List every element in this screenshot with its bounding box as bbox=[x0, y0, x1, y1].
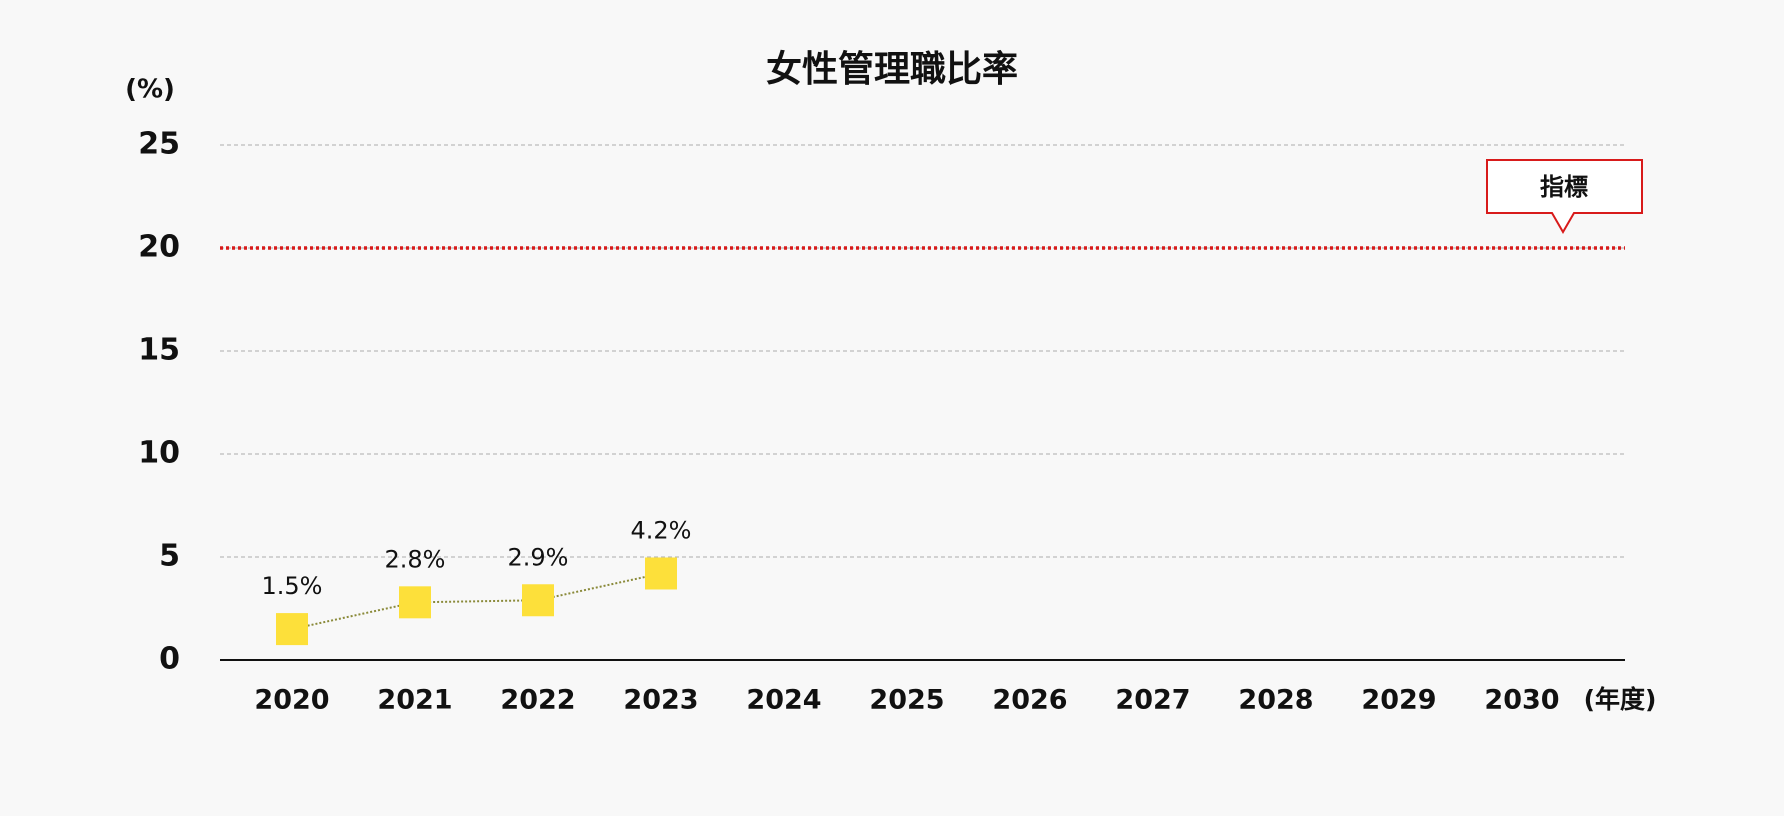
x-tick-label: 2020 bbox=[254, 685, 329, 716]
chart-title: 女性管理職比率 bbox=[766, 49, 1018, 90]
x-tick-label: 2026 bbox=[992, 685, 1067, 716]
marker bbox=[522, 584, 554, 617]
data-label: 4.2% bbox=[631, 516, 692, 544]
x-tick-label: 2021 bbox=[377, 685, 452, 716]
data-label: 1.5% bbox=[262, 572, 323, 600]
marker bbox=[645, 557, 677, 590]
x-tick-label: 2029 bbox=[1361, 685, 1436, 716]
y-tick-label: 20 bbox=[138, 230, 180, 265]
x-axis-label: (年度) bbox=[1584, 685, 1657, 714]
x-tick-label: 2023 bbox=[623, 685, 698, 716]
x-tick-label: 2027 bbox=[1115, 685, 1190, 716]
y-tick-label: 25 bbox=[138, 127, 180, 162]
marker bbox=[399, 586, 431, 619]
series-line bbox=[291, 572, 662, 631]
target-label: 指標 bbox=[1540, 173, 1588, 201]
target-callout bbox=[1486, 159, 1643, 234]
x-tick-label: 2025 bbox=[869, 685, 944, 716]
y-tick-label: 0 bbox=[159, 642, 180, 677]
y-tick-label: 10 bbox=[138, 436, 180, 471]
y-tick-label: 5 bbox=[159, 539, 180, 574]
marker bbox=[276, 613, 308, 646]
data-label: 2.8% bbox=[385, 545, 446, 573]
x-tick-label: 2022 bbox=[500, 685, 575, 716]
y-tick-label: 15 bbox=[138, 333, 180, 368]
x-tick-label: 2028 bbox=[1238, 685, 1313, 716]
y-axis-label: (%) bbox=[125, 75, 175, 105]
x-tick-label: 2024 bbox=[746, 685, 821, 716]
data-label: 2.9% bbox=[508, 543, 569, 571]
x-tick-label: 2030 bbox=[1484, 685, 1559, 716]
